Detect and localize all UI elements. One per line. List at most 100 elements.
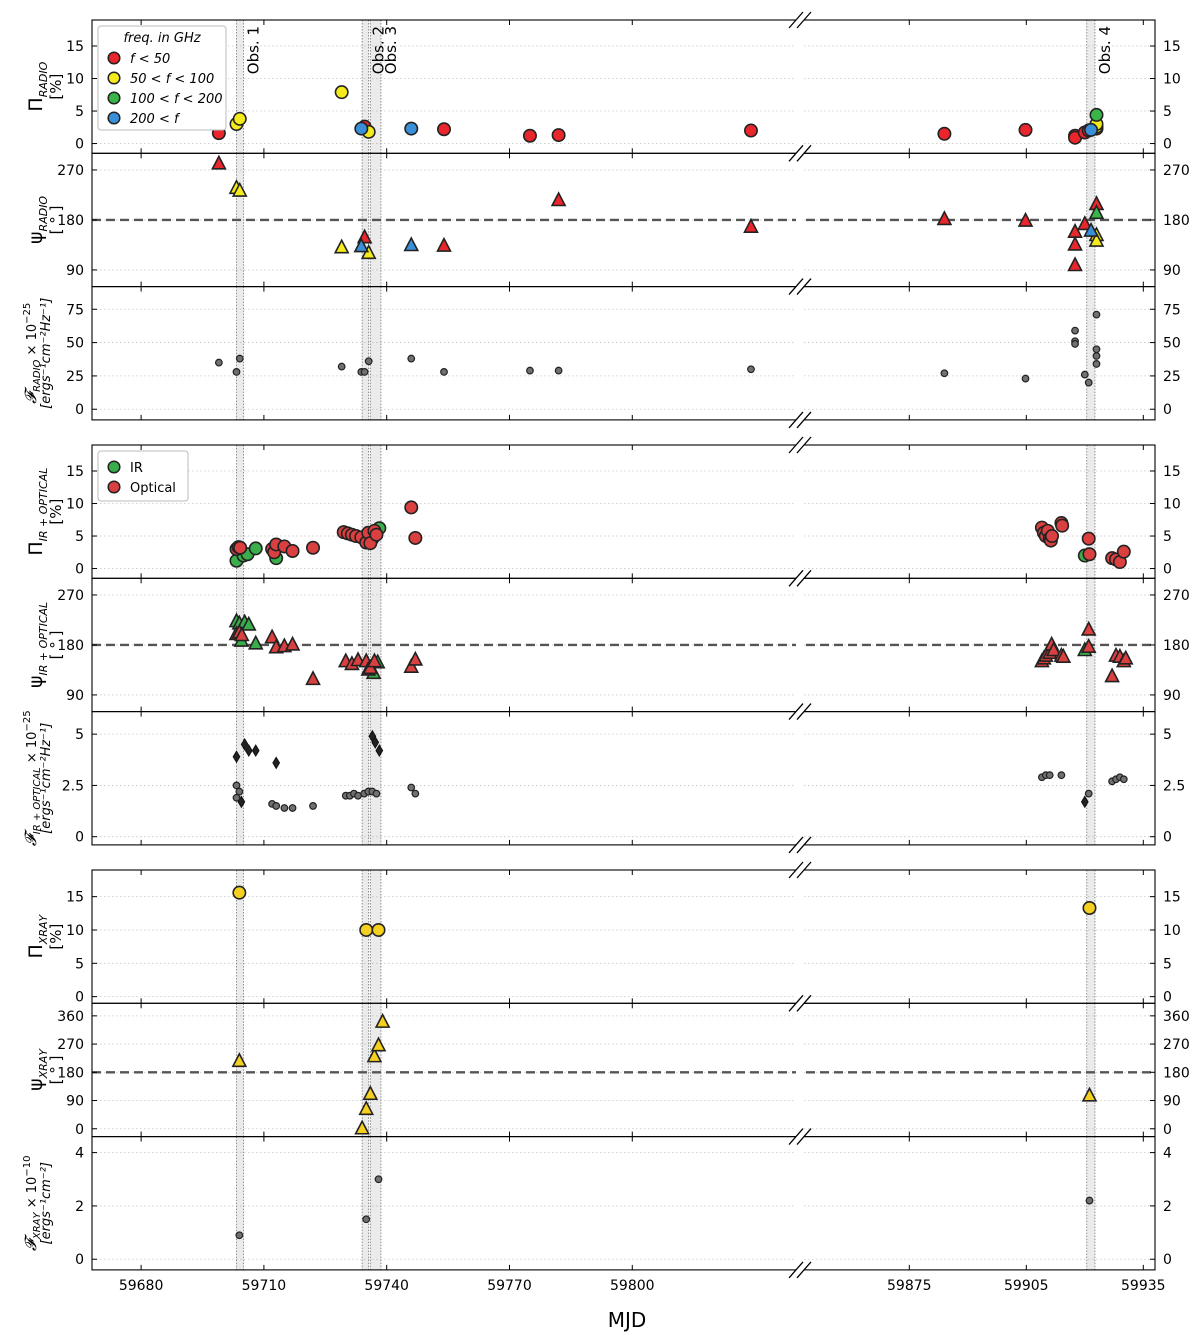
y-tick-label: 90 (66, 688, 84, 704)
axis-break-gap (796, 18, 804, 422)
panel-frame (91, 286, 1156, 421)
legend-marker (107, 51, 121, 65)
data-point (232, 111, 247, 126)
data-point (743, 123, 758, 138)
panel-frame (91, 711, 1156, 846)
y-tick-label: 0 (75, 562, 84, 578)
axis-break-slash (796, 703, 812, 721)
observation-label: Obs. 4 (1096, 26, 1114, 74)
data-point (1092, 345, 1101, 354)
legend-label: IR (130, 461, 143, 476)
y-tick-label: 270 (1163, 588, 1190, 604)
y-tick-label: 0 (75, 830, 84, 846)
y-tick-label: 75 (66, 302, 84, 318)
x-tick-label: 59680 (119, 1278, 164, 1294)
axis-break-slash (788, 994, 804, 1012)
data-point (1116, 544, 1131, 559)
panel-flux_optical: 0 0 2.5 2.5 5 5 𝓕IR + OPTICAL × 10−25[ergs⁻¹cm… (21, 710, 1185, 846)
y-tick-label: 5 (75, 956, 84, 972)
data-point (280, 804, 289, 812)
axis-break-slash (788, 278, 804, 296)
y-tick-label: 0 (75, 990, 84, 1006)
y-tick-label: 4 (75, 1146, 84, 1162)
data-point (284, 635, 301, 651)
data-point (272, 802, 281, 810)
axis-break-slash (796, 144, 812, 162)
data-point (1076, 215, 1093, 231)
axis-break-slash (788, 836, 804, 854)
y-tick-label: 2.5 (1163, 778, 1185, 794)
axis-break-slash (788, 411, 804, 429)
data-point (1083, 221, 1099, 237)
data-point (747, 365, 755, 374)
observation-label: Obs. 1 (244, 26, 262, 74)
x-tick-label: 59905 (1004, 1278, 1049, 1294)
data-point (522, 128, 537, 143)
data-point (1080, 637, 1097, 653)
data-point (411, 789, 420, 798)
data-point (354, 121, 369, 136)
y-tick-label: 5 (75, 104, 84, 120)
observation-band (1086, 445, 1095, 579)
y-tick-label: 90 (66, 1094, 84, 1110)
data-point (354, 1119, 370, 1135)
axis-break-slash (788, 861, 804, 879)
axis-break-slash (796, 411, 812, 429)
y-axis-label: ΠRADIO[%] (25, 61, 65, 111)
data-point (1084, 378, 1093, 387)
legend-label: 50 < f < 100 (130, 72, 214, 87)
data-point (1092, 310, 1101, 319)
data-point (232, 781, 241, 790)
y-tick-label: 0 (75, 137, 84, 153)
data-point (1092, 360, 1101, 368)
data-point (743, 217, 759, 233)
data-point (244, 744, 253, 758)
data-point (374, 1012, 391, 1028)
data-point (1080, 620, 1097, 636)
data-point (1088, 231, 1105, 247)
y-tick-label: 50 (1163, 336, 1181, 352)
data-point (247, 634, 264, 650)
y-tick-label: 270 (57, 163, 84, 179)
data-point (333, 238, 350, 254)
observation-band (1086, 870, 1095, 1004)
y-tick-label: 2 (75, 1199, 84, 1215)
data-point (235, 1231, 244, 1240)
observation-band (1086, 711, 1095, 845)
data-point (936, 210, 953, 226)
axis-break-slash (788, 144, 804, 162)
axis-break-slash (796, 11, 812, 29)
y-tick-label: 0 (1163, 402, 1172, 418)
data-point (436, 122, 451, 137)
data-point (309, 802, 317, 810)
y-tick-label: 15 (1163, 464, 1181, 480)
data-point (526, 366, 534, 375)
observation-band (1086, 286, 1095, 420)
y-tick-label: 25 (1163, 369, 1181, 385)
y-tick-label: 5 (75, 727, 84, 743)
x-tick-label: 59740 (364, 1278, 409, 1294)
data-point (937, 126, 952, 141)
panel-frame (91, 1002, 1156, 1138)
legend-label: 100 < f < 200 (130, 92, 223, 107)
axis-break-slash (796, 836, 812, 854)
y-tick-label: 2 (1163, 1199, 1172, 1215)
data-point (334, 85, 349, 100)
y-tick-label: 15 (1163, 890, 1181, 906)
y-tick-label: 5 (1163, 104, 1172, 120)
data-point (235, 354, 244, 363)
observation-label: Obs. 3 (382, 26, 400, 74)
y-axis-label: 𝓕RADIO × 10−25 [ergs⁻¹cm⁻²Hz⁻¹] (21, 298, 54, 409)
data-point (232, 750, 241, 764)
axis-break-slash (788, 436, 804, 454)
data-point (360, 368, 369, 376)
panel-psi_xray: 0 0 90 90 180 180 270 270 360 360 ψXRAY[ ° ] (25, 1002, 1190, 1138)
y-tick-label: 360 (1163, 1009, 1190, 1025)
axis-break-gap (796, 868, 804, 1272)
data-point (403, 657, 420, 673)
axis-break-slash (788, 569, 804, 587)
data-point (372, 789, 381, 798)
y-tick-label: 0 (1163, 137, 1172, 153)
y-tick-label: 90 (1163, 1094, 1181, 1110)
